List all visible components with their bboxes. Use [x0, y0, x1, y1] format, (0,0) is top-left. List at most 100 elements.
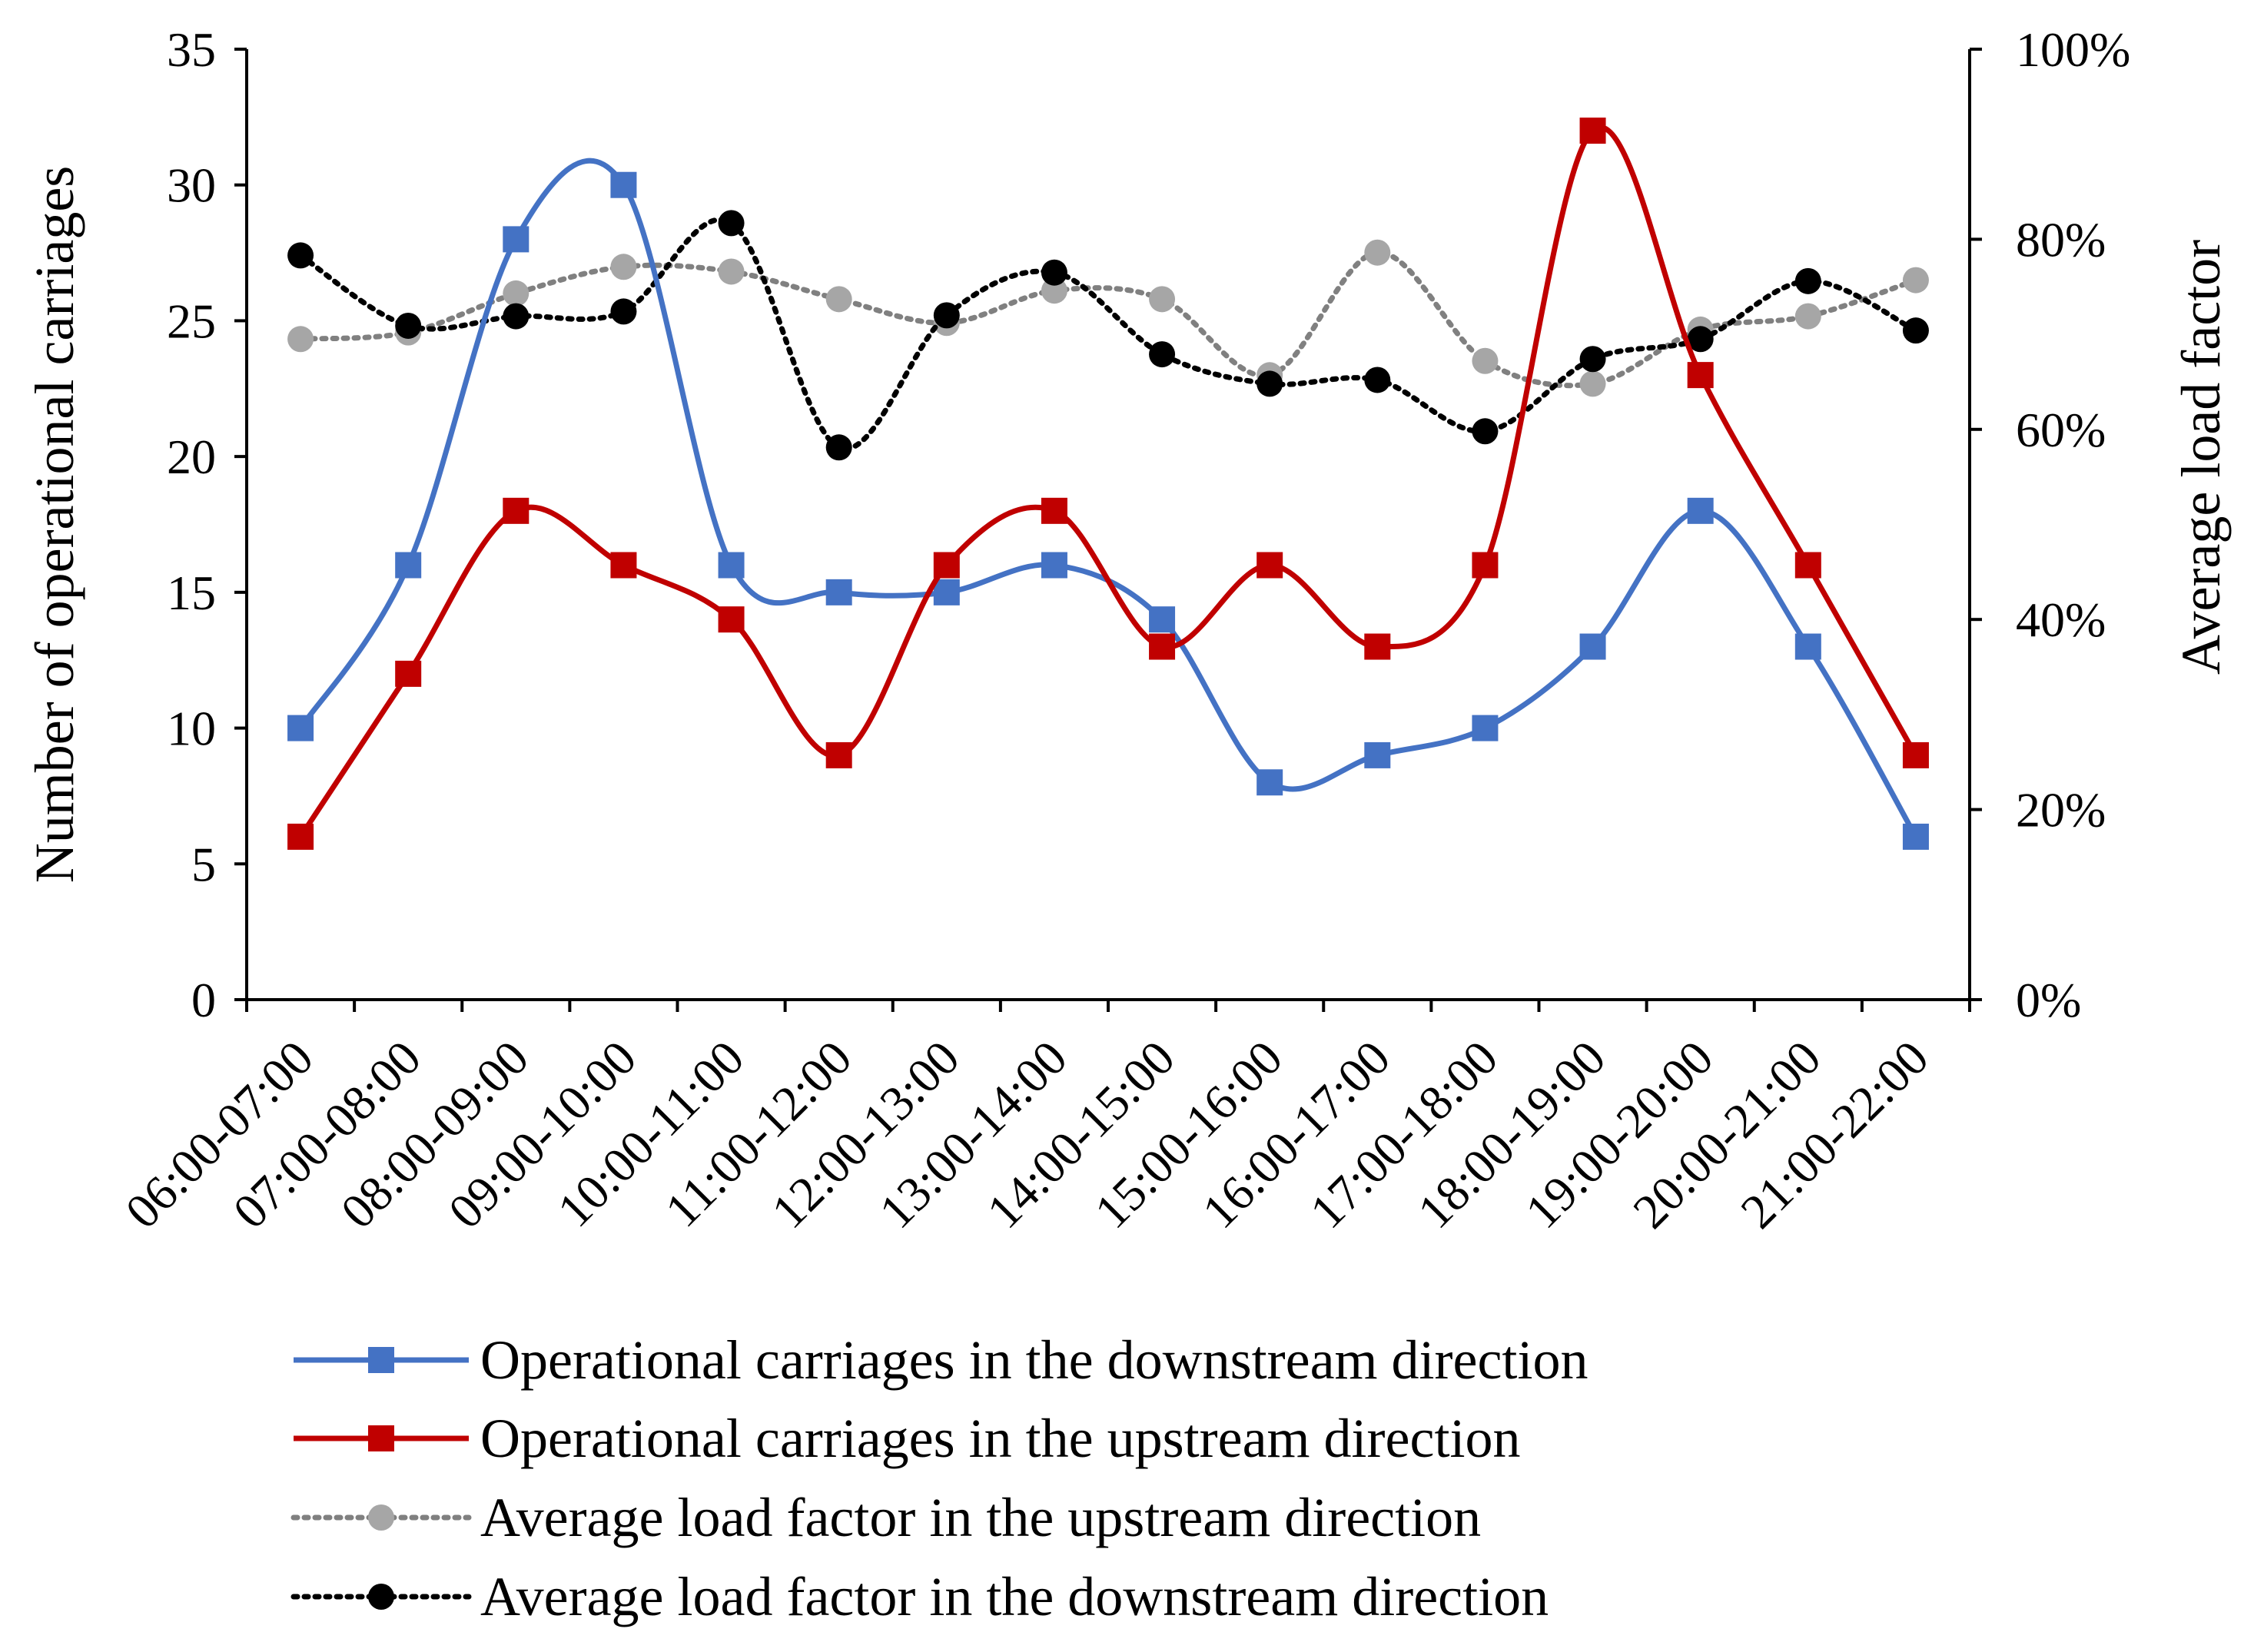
data-point	[1256, 769, 1283, 796]
data-point	[1794, 552, 1821, 579]
legend: Operational carriages in the downstream …	[290, 1329, 1588, 1627]
data-point	[503, 303, 529, 330]
data-point	[933, 579, 960, 605]
data-point	[610, 552, 637, 579]
legend-swatch-marker	[368, 1584, 394, 1610]
legend-item-3: Average load factor in the downstream di…	[290, 1566, 1549, 1627]
data-point	[1364, 741, 1391, 768]
legend-item-0: Operational carriages in the downstream …	[294, 1329, 1588, 1391]
right-axis-tick-label: 60%	[2016, 403, 2106, 457]
data-point	[1687, 497, 1714, 524]
data-point	[610, 298, 637, 325]
series-line	[298, 158, 1918, 838]
data-point	[1794, 633, 1821, 660]
left-axis-tick-label: 30	[167, 158, 216, 213]
data-point	[718, 210, 745, 237]
left-axis-tick-label: 15	[167, 566, 216, 620]
data-point	[1041, 497, 1067, 524]
data-point	[825, 286, 852, 313]
data-point	[1687, 362, 1714, 389]
right-axis-tick-label: 80%	[2016, 212, 2106, 267]
data-point	[1364, 239, 1391, 266]
legend-label: Operational carriages in the downstream …	[480, 1329, 1588, 1391]
data-point	[1579, 346, 1606, 373]
data-point	[287, 242, 314, 269]
data-point	[1902, 267, 1929, 294]
data-point	[1902, 823, 1929, 850]
data-point	[1149, 341, 1176, 368]
left-axis-tick-label: 35	[167, 22, 216, 77]
series-line	[298, 124, 1918, 838]
data-point	[610, 254, 637, 280]
legend-label: Average load factor in the upstream dire…	[480, 1487, 1481, 1548]
legend-swatch-marker	[368, 1425, 394, 1451]
axes-layer: 051015202530350%20%40%60%80%100%06:00-07…	[24, 22, 2232, 1239]
right-axis-title: Average load factor	[2170, 240, 2232, 675]
data-point	[1041, 552, 1067, 579]
data-point	[503, 497, 529, 524]
right-axis-tick-label: 0%	[2016, 973, 2081, 1027]
left-axis-tick-label: 5	[191, 837, 216, 891]
data-point	[1149, 633, 1176, 660]
data-point	[287, 326, 314, 353]
data-point	[1472, 418, 1499, 445]
data-point	[1472, 715, 1499, 741]
data-point	[395, 660, 422, 687]
data-point	[395, 312, 422, 339]
data-point	[1041, 277, 1067, 304]
data-point	[395, 552, 422, 579]
data-point	[1794, 303, 1821, 330]
data-point	[1687, 326, 1714, 353]
left-axis-title: Number of operational carriages	[24, 166, 85, 884]
series-3	[287, 210, 1929, 461]
data-point	[718, 552, 745, 579]
data-point	[1041, 259, 1067, 286]
data-point	[1579, 633, 1606, 660]
series-line	[297, 250, 1919, 389]
series-line	[297, 217, 1919, 452]
data-point	[1364, 633, 1391, 660]
left-axis-tick-label: 10	[167, 702, 216, 756]
right-axis-tick-label: 40%	[2016, 592, 2106, 647]
data-point	[610, 171, 637, 198]
legend-item-1: Operational carriages in the upstream di…	[294, 1408, 1520, 1469]
data-point	[1472, 552, 1499, 579]
legend-label: Average load factor in the downstream di…	[480, 1566, 1549, 1627]
data-point	[503, 280, 529, 307]
data-point	[825, 579, 852, 605]
data-point	[1902, 741, 1929, 768]
data-point	[287, 715, 314, 741]
series-layer	[287, 118, 1929, 850]
data-point	[825, 434, 852, 461]
series-1	[287, 118, 1929, 850]
data-point	[1579, 118, 1606, 144]
data-point	[1794, 267, 1821, 294]
data-point	[1364, 367, 1391, 393]
right-axis-tick-label: 100%	[2016, 22, 2130, 77]
data-point	[1149, 606, 1176, 633]
left-axis-tick-label: 20	[167, 430, 216, 484]
legend-swatch-marker	[368, 1347, 394, 1373]
left-axis-tick-label: 25	[167, 294, 216, 348]
legend-swatch-marker	[368, 1504, 394, 1531]
data-point	[933, 552, 960, 579]
legend-label: Operational carriages in the upstream di…	[480, 1408, 1520, 1469]
data-point	[1256, 552, 1283, 579]
right-axis-tick-label: 20%	[2016, 783, 2106, 838]
legend-item-2: Average load factor in the upstream dire…	[290, 1487, 1481, 1548]
data-point	[718, 606, 745, 633]
series-0	[287, 158, 1929, 850]
data-point	[503, 226, 529, 253]
data-point	[287, 823, 314, 850]
data-point	[1472, 347, 1499, 374]
data-point	[1256, 370, 1283, 397]
data-point	[1902, 317, 1929, 344]
series-2	[287, 239, 1929, 397]
data-point	[1149, 286, 1176, 313]
data-point	[825, 741, 852, 768]
data-point	[718, 258, 745, 285]
left-axis-tick-label: 0	[191, 973, 216, 1027]
data-point	[1579, 370, 1606, 397]
data-point	[933, 302, 960, 329]
